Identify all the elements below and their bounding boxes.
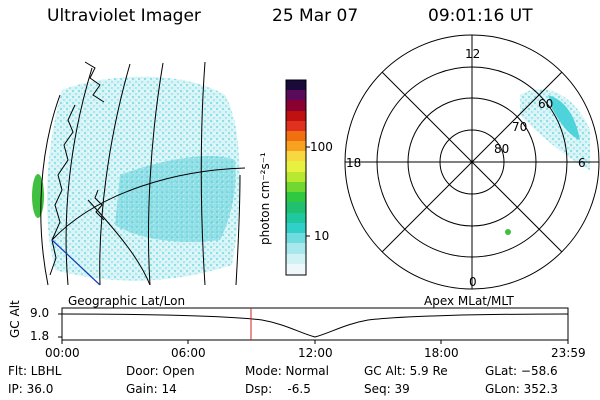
time-label: 09:01:16 UT — [428, 6, 533, 26]
time-tick-2359: 23:59 — [551, 346, 586, 360]
gc-alt-status: GC Alt: 5.9 Re — [364, 364, 448, 378]
lat-label-80: 80 — [494, 142, 510, 156]
glon-status: GLon: 352.3 — [485, 382, 558, 396]
polar-plot — [344, 34, 600, 290]
lat-label-60: 60 — [538, 97, 554, 111]
polar-panel-label: Apex MLat/MLT — [424, 294, 514, 308]
seq-status: Seq: 39 — [364, 382, 410, 396]
date-label: 25 Mar 07 — [272, 6, 359, 26]
time-tick-1800: 18:00 — [424, 346, 459, 360]
geo-panel-label: Geographic Lat/Lon — [68, 294, 186, 308]
colorbar-unit-label: photon cm⁻²s⁻¹ — [258, 152, 272, 245]
satellite-marker — [505, 229, 511, 235]
glat-status: GLat: −58.6 — [485, 364, 558, 378]
door-status: Door: Open — [126, 364, 195, 378]
lat-label-70: 70 — [512, 120, 528, 134]
mlt-label-6: 6 — [578, 156, 586, 170]
colorbar — [285, 79, 310, 276]
instrument-title: Ultraviolet Imager — [47, 6, 201, 26]
altitude-tick-9: 9.0 — [30, 306, 50, 320]
altitude-axis-label: GC Alt — [8, 300, 22, 338]
filter-status: Flt: LBHL — [8, 364, 62, 378]
polar-emission-bright — [548, 95, 580, 140]
auroral-emission-bright — [115, 155, 236, 242]
mode-status: Mode: Normal — [245, 364, 329, 378]
altitude-curve — [61, 313, 569, 338]
ip-status: IP: 36.0 — [8, 382, 54, 396]
polar-emission-area — [520, 89, 590, 170]
terminator-line — [51, 239, 101, 286]
coastline — [49, 61, 105, 276]
altitude-strip — [58, 307, 569, 344]
gain-status: Gain: 14 — [126, 382, 177, 396]
time-tick-0600: 06:00 — [171, 346, 206, 360]
polar-grid — [344, 34, 600, 290]
time-tick-1200: 12:00 — [298, 346, 333, 360]
lat-lon-grid — [40, 61, 246, 286]
mlt-label-18: 18 — [346, 156, 362, 170]
dsp-status: Dsp: -6.5 — [245, 382, 311, 396]
colorbar-tick-10: 10 — [314, 229, 330, 243]
time-tick-0000: 00:00 — [45, 346, 80, 360]
geographic-map — [32, 61, 246, 286]
mlt-label-0: 0 — [469, 275, 477, 289]
mlt-label-12: 12 — [465, 47, 481, 61]
altitude-tick-1-8: 1.8 — [30, 329, 50, 343]
colorbar-tick-100: 100 — [310, 140, 333, 154]
